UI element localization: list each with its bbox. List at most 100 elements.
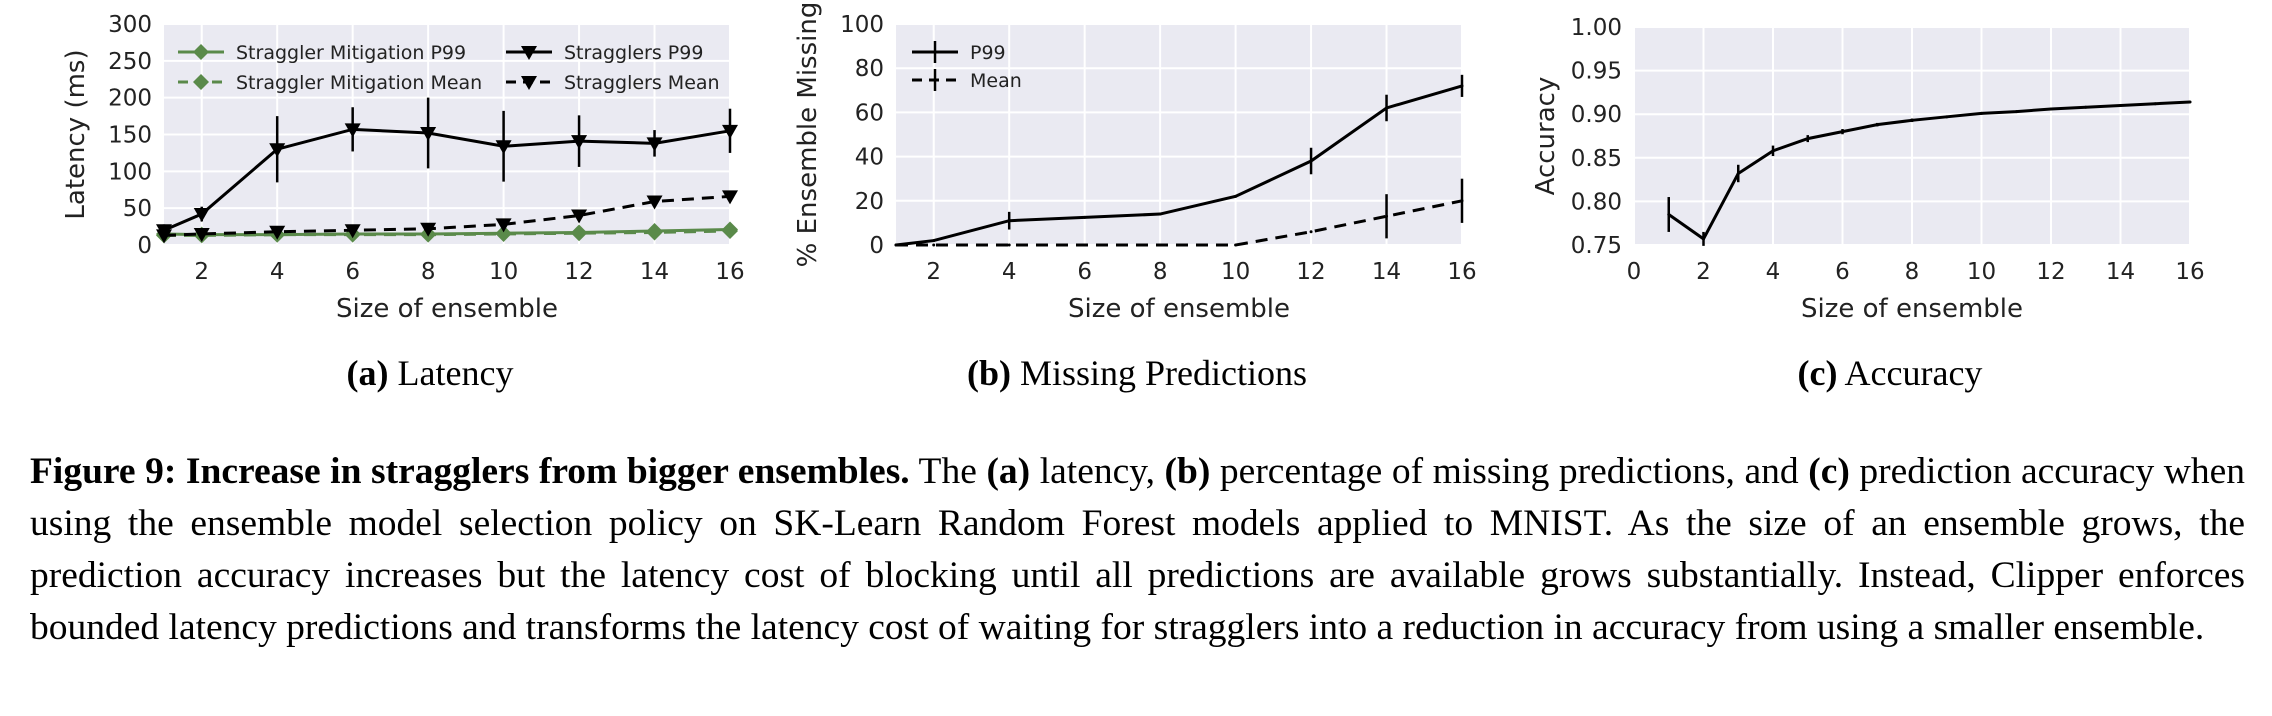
chart-a-xtick-label-0: 2 [194, 259, 209, 285]
chart-c-series-0-point-7 [1910, 118, 1914, 122]
chart-c-series-0-point-10 [2014, 110, 2018, 114]
chart-c-xtick-label-1: 2 [1696, 259, 1711, 285]
chart-b-series-1-point-5 [1234, 243, 1238, 247]
chart-b-series-1-point-0 [894, 243, 898, 247]
chart-a-series-3-point-6 [571, 209, 588, 224]
chart-c-xtick-label-2: 4 [1766, 259, 1781, 285]
chart-a-series-2-point-2 [269, 143, 286, 158]
chart-b-series-0-point-8 [1460, 84, 1464, 88]
caption-text-2: latency, [1030, 451, 1165, 492]
caption-lead: Figure 9: Increase in stragglers from bi… [30, 451, 910, 492]
figure-caption: Figure 9: Increase in stragglers from bi… [30, 446, 2245, 654]
chart-b-xtick-label-3: 8 [1153, 259, 1168, 285]
caption-text-1: The [909, 451, 987, 492]
chart-a-xtick-label-4: 10 [489, 259, 518, 285]
subcaption-c-title: Accuracy [1844, 353, 1983, 393]
chart-b-series-1-point-7 [1385, 214, 1389, 218]
chart-a-series-1-point-7 [646, 224, 663, 241]
chart-a-series-2-point-1 [193, 208, 210, 223]
chart-a-legend-item-1-marker [193, 74, 209, 90]
chart-b-series-0-point-2 [1007, 219, 1011, 223]
chart-c-xtick-label-3: 6 [1835, 259, 1850, 285]
chart-c-ytick-label-2: 0.85 [1571, 146, 1622, 172]
chart-c-ytick-label-0: 0.75 [1571, 233, 1622, 259]
caption-ref-b: (b) [1164, 451, 1211, 492]
chart-c-series-0-point-4 [1806, 137, 1810, 141]
chart-a-ytick-label-4: 200 [108, 86, 152, 112]
chart-a-xtick-label-7: 16 [715, 259, 744, 285]
chart-a-legend-item-3-marker [521, 76, 537, 90]
chart-b-series-1-point-2 [1007, 243, 1011, 247]
subcaption-c: (c) Accuracy [1570, 352, 2210, 394]
chart-a-ytick-label-3: 150 [108, 123, 152, 149]
chart-b-ytick-label-3: 60 [855, 100, 884, 126]
chart-a-legend-item-2-marker [521, 46, 537, 60]
chart-b-xlabel: Size of ensemble [1068, 294, 1290, 324]
chart-c-series-0-line [1667, 100, 2191, 242]
chart-b-legend-item-1-label: Mean [970, 70, 1022, 92]
chart-c-series-0-point-9 [1980, 111, 1983, 115]
chart-b-series-1-point-4 [1158, 243, 1162, 247]
chart-c-series-0-point-0 [1667, 212, 1671, 216]
chart-a-xlabel: Size of ensemble [336, 294, 558, 324]
chart-c-ytick-label-5: 1.00 [1571, 15, 1622, 41]
chart-b-ytick-label-5: 100 [840, 12, 884, 38]
chart-b-series-1-point-3 [1083, 243, 1087, 247]
chart-c-ylabel: Accuracy [1531, 77, 1561, 196]
chart-a-series-3-point-3 [344, 224, 361, 239]
chart-a-series-3-point-2 [269, 225, 286, 240]
chart-b-series-0-point-4 [1158, 212, 1162, 216]
caption-text-3: percentage of missing predictions, and [1210, 451, 1809, 492]
chart-c-xtick-label-6: 12 [2036, 259, 2065, 285]
chart-b-series-1-point-1 [932, 243, 936, 247]
chart-c-xtick-label-7: 14 [2106, 259, 2135, 285]
chart-b-ytick-label-1: 20 [855, 189, 884, 215]
chart-b-xtick-label-5: 12 [1296, 259, 1325, 285]
chart-a-series-3-point-1 [193, 227, 210, 242]
chart-c-xtick-label-4: 8 [1905, 259, 1920, 285]
chart-a-xtick-label-1: 4 [270, 259, 285, 285]
chart-c-series-0-point-11 [2049, 107, 2053, 111]
chart-a-xtick-label-6: 14 [640, 259, 669, 285]
chart-a-series-1-point-5 [495, 225, 512, 242]
chart-c-series-0-point-13 [2119, 103, 2122, 107]
chart-c-series-0-point-12 [2084, 105, 2088, 109]
chart-a-legend-item-0-label: Straggler Mitigation P99 [236, 42, 466, 64]
chart-a-legend-item-2-label: Stragglers P99 [564, 42, 703, 64]
chart-a-xtick-label-2: 6 [345, 259, 360, 285]
chart-b-series-0-point-6 [1309, 159, 1313, 163]
chart-a-ytick-label-5: 250 [108, 49, 152, 75]
chart-c-ytick-label-1: 0.80 [1571, 189, 1622, 215]
chart-b-xtick-label-0: 2 [926, 259, 941, 285]
subcaption-b-title: Missing Predictions [1019, 353, 1307, 393]
subcaption-a-title: Latency [397, 353, 514, 393]
chart-a-series-2-point-4 [420, 127, 437, 142]
chart-b-legend-item-0-label: P99 [970, 42, 1006, 64]
chart-b-series-1-point-6 [1309, 230, 1313, 234]
chart-b-xtick-label-7: 16 [1447, 259, 1476, 285]
chart-a-ytick-label-6: 300 [108, 12, 152, 38]
chart-a-series-1-point-8 [722, 223, 738, 240]
chart-b-series-0-point-1 [932, 239, 936, 243]
chart-a-series-2-point-5 [495, 140, 512, 155]
subcaption-a: (a) Latency [110, 352, 750, 394]
chart-a-xtick-label-5: 12 [564, 259, 593, 285]
chart-b-ytick-label-2: 40 [855, 145, 884, 171]
caption-text-4: prediction accuracy when using the ensem… [30, 451, 2245, 648]
chart-a-series-2-point-3 [344, 123, 361, 138]
chart-a-series-3-point-7 [646, 195, 663, 210]
subcaption-c-letter: (c) [1797, 353, 1838, 393]
chart-a-xtick-label-3: 8 [421, 259, 436, 285]
chart-c-ytick-label-3: 0.90 [1571, 102, 1622, 128]
caption-ref-c: (c) [1808, 451, 1850, 492]
chart-c-xtick-label-5: 10 [1967, 259, 1996, 285]
chart-b-ylabel: % Ensemble Missing [793, 2, 823, 268]
chart-c-series-0-point-1 [1702, 237, 1705, 241]
chart-a-series-3-point-0 [156, 229, 172, 244]
chart-b-series-0-point-5 [1234, 194, 1238, 198]
chart-c-series-0-point-2 [1736, 171, 1740, 175]
chart-c-xtick-label-0: 0 [1627, 259, 1642, 285]
chart-c-xlabel: Size of ensemble [1801, 294, 2023, 324]
chart-a-series-2-point-7 [646, 137, 663, 152]
